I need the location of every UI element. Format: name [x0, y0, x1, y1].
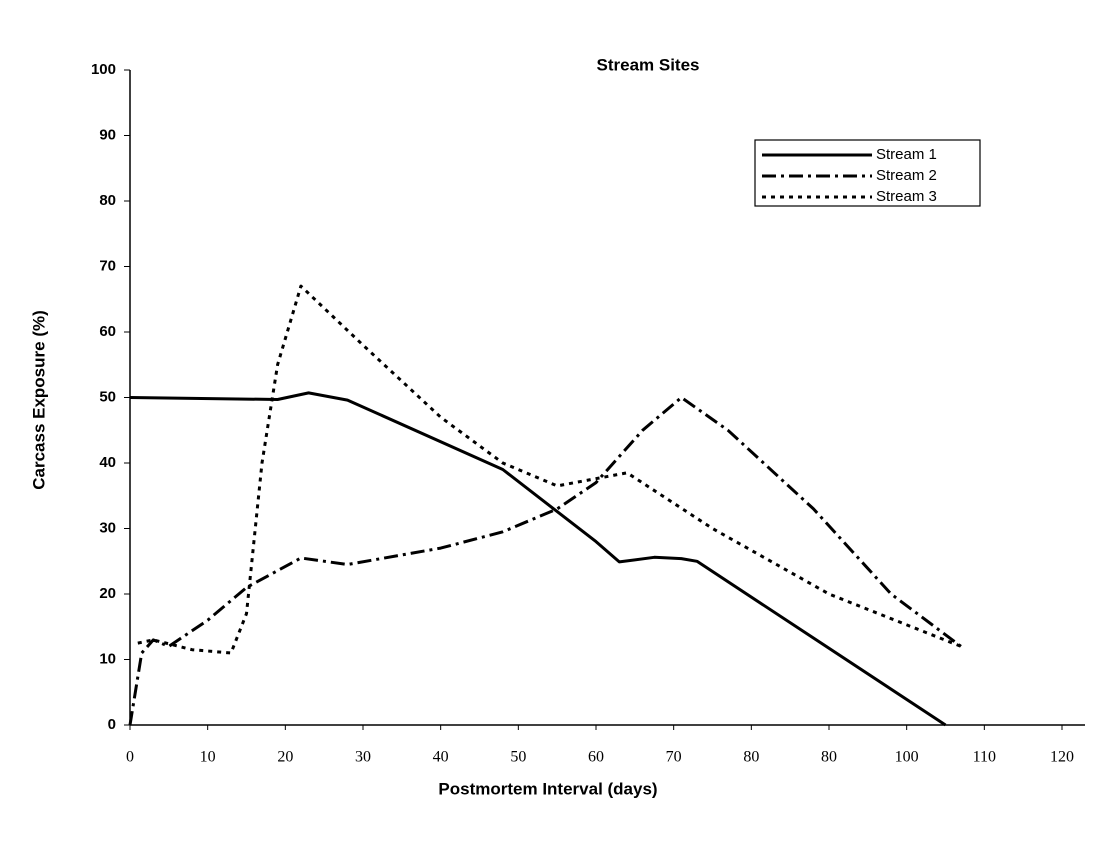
legend-label: Stream 1	[876, 146, 937, 163]
y-tick-label: 90	[99, 126, 116, 143]
y-tick-label: 30	[99, 519, 116, 536]
y-tick-label: 20	[99, 585, 116, 602]
x-tick-label: 120	[1050, 749, 1074, 766]
x-tick-label: 110	[973, 749, 996, 766]
legend-label: Stream 3	[876, 188, 937, 205]
x-tick-label: 60	[588, 749, 604, 766]
x-tick-label: 40	[433, 749, 449, 766]
y-tick-label: 80	[99, 192, 116, 209]
y-tick-label: 50	[99, 388, 116, 405]
y-tick-label: 70	[99, 257, 116, 274]
x-tick-label: 80	[821, 749, 837, 766]
y-tick-label: 10	[99, 650, 116, 667]
x-tick-label: 70	[666, 749, 682, 766]
legend-label: Stream 2	[876, 167, 937, 184]
y-tick-label: 40	[99, 454, 116, 471]
x-tick-label: 80	[743, 749, 759, 766]
y-axis-label: Carcass Exposure (%)	[29, 310, 48, 490]
x-tick-label: 30	[355, 749, 371, 766]
x-tick-label: 20	[277, 749, 293, 766]
x-tick-label: 0	[126, 749, 134, 766]
y-tick-label: 100	[91, 61, 116, 78]
series-line	[129, 391, 947, 727]
series-line	[128, 396, 962, 726]
chart-title: Stream Sites	[597, 55, 700, 74]
x-axis-label: Postmortem Interval (days)	[438, 779, 657, 798]
legend	[754, 139, 981, 207]
y-tick-label: 0	[108, 716, 116, 733]
x-tick-label: 10	[200, 749, 216, 766]
x-tick-label: 50	[510, 749, 526, 766]
series-line	[137, 284, 962, 655]
y-tick-label: 60	[99, 323, 116, 340]
x-tick-label: 100	[895, 749, 919, 766]
